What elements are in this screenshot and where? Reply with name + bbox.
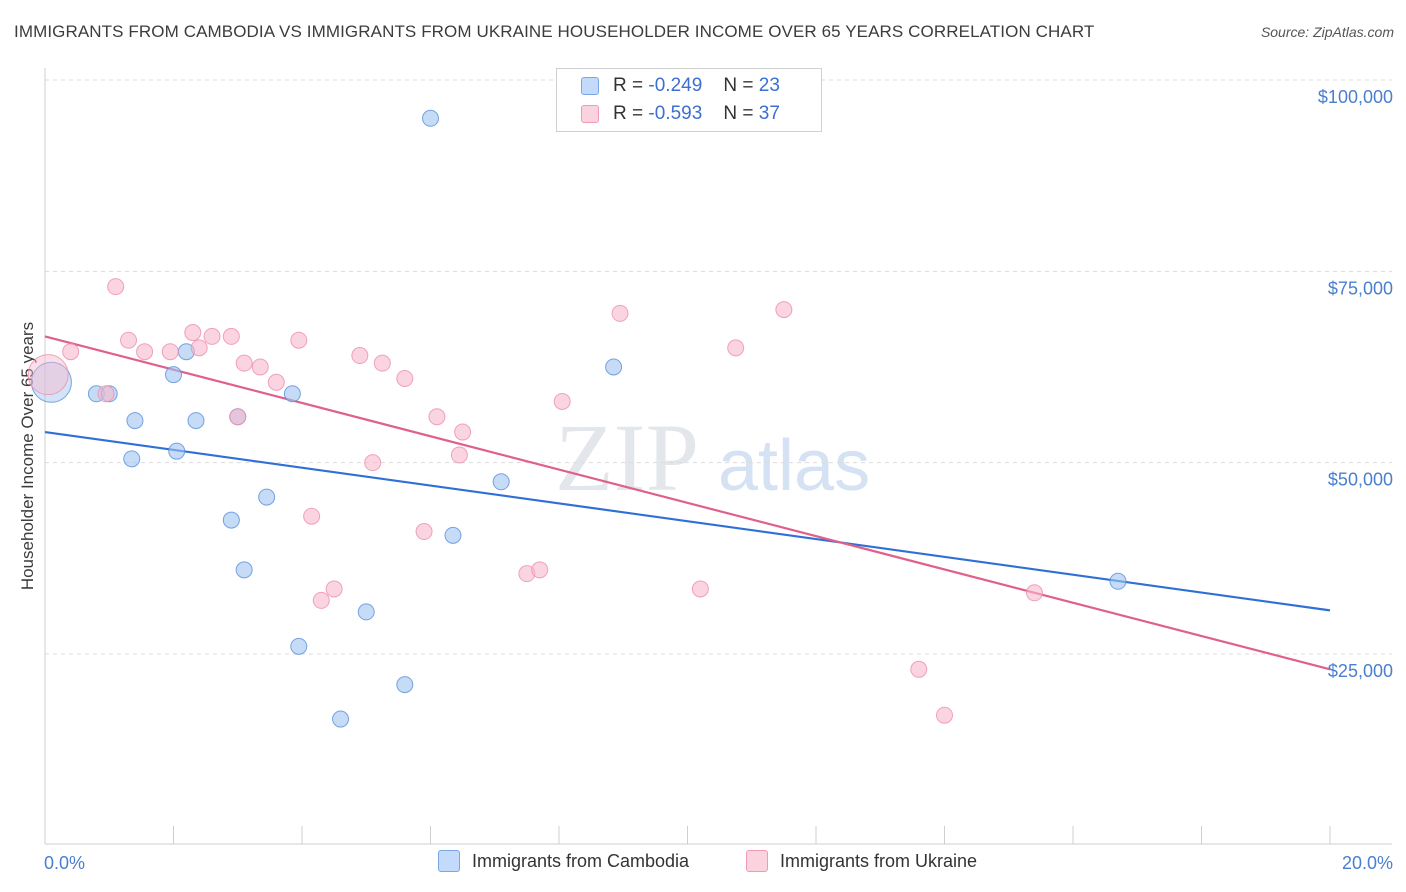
point-cambodia (30, 361, 72, 403)
legend-swatch-cambodia (581, 77, 599, 95)
point-ukraine (325, 580, 343, 598)
point-ukraine (251, 358, 269, 376)
data-points (27, 109, 1127, 728)
legend-n-label: N = (723, 103, 754, 124)
point-cambodia (258, 488, 276, 506)
point-ukraine (190, 339, 208, 357)
x-tick-label: 20.0% (1342, 853, 1393, 873)
y-tick-label: $25,000 (1328, 661, 1393, 681)
chart-title: IMMIGRANTS FROM CAMBODIA VS IMMIGRANTS F… (14, 22, 1095, 41)
point-ukraine (727, 339, 745, 357)
point-ukraine (267, 373, 285, 391)
tick-labels: $25,000 $50,000 $75,000 $100,000 0.0% 20.0% (44, 87, 1393, 873)
axes (44, 68, 1392, 845)
point-cambodia (357, 603, 375, 621)
point-cambodia (235, 561, 253, 579)
point-ukraine (775, 301, 793, 319)
point-ukraine (910, 660, 928, 678)
point-ukraine (691, 580, 709, 598)
point-ukraine (396, 369, 414, 387)
point-ukraine (62, 343, 80, 361)
point-ukraine (303, 507, 321, 525)
point-ukraine (136, 343, 154, 361)
point-ukraine (229, 408, 247, 426)
trend-line-ukraine (44, 335, 1331, 671)
legend-r-value: -0.249 (648, 75, 703, 96)
bottom-legend-cambodia: Immigrants from Cambodia (438, 850, 689, 872)
y-tick-label: $100,000 (1318, 87, 1393, 107)
point-ukraine (373, 354, 391, 372)
point-ukraine (107, 278, 125, 296)
point-ukraine (120, 331, 138, 349)
point-cambodia (126, 412, 144, 430)
source-credit: Source: ZipAtlas.com (1260, 24, 1394, 40)
point-ukraine (450, 446, 468, 464)
bottom-swatch-ukraine (746, 850, 768, 872)
x-tick-label: 0.0% (44, 853, 85, 873)
point-cambodia (332, 710, 350, 728)
point-cambodia (123, 450, 141, 468)
legend-row-cambodia: R = -0.249 N = 23 (581, 73, 780, 99)
legend-n-value: 37 (758, 103, 780, 124)
point-ukraine (97, 385, 115, 403)
legend-n-label: N = (723, 75, 754, 96)
point-ukraine (364, 454, 382, 472)
point-cambodia (396, 676, 414, 694)
point-ukraine (428, 408, 446, 426)
watermark: ZIP atlas (555, 404, 870, 511)
point-ukraine (161, 343, 179, 361)
point-ukraine (936, 706, 953, 724)
legend-r-label: R = (613, 75, 644, 96)
point-cambodia (168, 442, 186, 460)
trend-lines (44, 335, 1331, 671)
bottom-swatch-cambodia (438, 850, 460, 872)
watermark-atlas: atlas (718, 426, 870, 506)
point-cambodia (165, 366, 182, 384)
bottom-legend-label-cambodia: Immigrants from Cambodia (472, 850, 690, 871)
point-ukraine (222, 327, 240, 345)
point-ukraine (531, 561, 549, 579)
point-cambodia (1109, 572, 1127, 590)
point-ukraine (415, 523, 433, 541)
point-cambodia (605, 358, 623, 376)
correlation-legend: R = -0.249 N = 23 R = -0.593 N = 37 (556, 68, 822, 132)
point-cambodia (187, 412, 205, 430)
legend-r-label: R = (613, 103, 644, 124)
bottom-legend-label-ukraine: Immigrants from Ukraine (780, 850, 978, 871)
legend-n-value: 23 (758, 75, 780, 96)
legend-r-value: -0.593 (648, 103, 703, 124)
point-cambodia (222, 511, 240, 529)
point-ukraine (235, 354, 253, 372)
legend-row-ukraine: R = -0.593 N = 37 (581, 101, 780, 127)
point-cambodia (422, 109, 439, 127)
point-ukraine (553, 392, 571, 410)
y-tick-label: $50,000 (1328, 470, 1393, 490)
point-ukraine (312, 591, 330, 609)
point-ukraine (454, 423, 472, 441)
watermark-zip: ZIP (555, 404, 699, 511)
y-tick-label: $75,000 (1328, 278, 1393, 298)
point-ukraine (27, 354, 69, 396)
point-cambodia (444, 526, 462, 544)
point-ukraine (290, 331, 308, 349)
point-ukraine (611, 304, 629, 322)
bottom-legend-ukraine: Immigrants from Ukraine (746, 850, 977, 872)
legend-swatch-ukraine (581, 105, 599, 123)
point-ukraine (1025, 584, 1043, 602)
point-cambodia (492, 473, 510, 491)
point-ukraine (351, 347, 369, 365)
point-ukraine (203, 327, 221, 345)
point-cambodia (290, 637, 308, 655)
point-cambodia (283, 385, 301, 403)
point-ukraine (184, 324, 202, 342)
